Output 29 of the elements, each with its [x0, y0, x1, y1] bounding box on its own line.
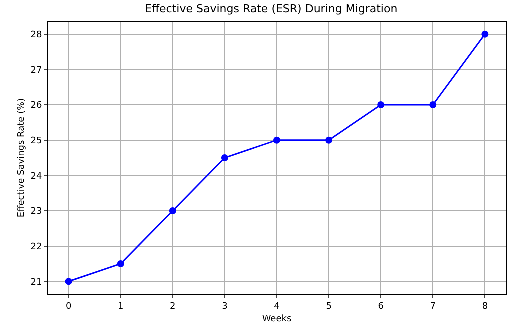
point: [169, 207, 176, 214]
y-tick-label: 24: [30, 172, 42, 182]
point: [326, 136, 333, 144]
x-tick-label: 5: [326, 302, 332, 312]
x-tick-label: 1: [118, 302, 124, 312]
x-tick-label: 3: [222, 302, 228, 312]
y-tick-label: 27: [30, 66, 42, 76]
x-tick-label: 0: [66, 302, 72, 312]
point: [117, 260, 124, 268]
point: [430, 102, 437, 109]
y-tick-label: 25: [30, 136, 42, 146]
x-tick-label: 8: [482, 302, 488, 312]
y-tick-label: 23: [30, 207, 42, 218]
y-tick-label: 22: [30, 242, 42, 252]
x-tick-label: 4: [274, 302, 280, 312]
point: [482, 30, 489, 38]
point: [221, 154, 228, 162]
x-tick-label: 6: [378, 302, 384, 312]
y-axis-title: Effective Savings Rate (%): [17, 98, 28, 218]
point: [65, 278, 72, 286]
chart-title: Effective Savings Rate (ESR) During Migration: [145, 2, 398, 16]
x-axis-title: Weeks: [262, 314, 292, 325]
y-tick-label: 26: [30, 101, 42, 112]
y-tick-label: 21: [30, 278, 42, 288]
y-tick-label: 28: [30, 30, 42, 41]
point: [378, 102, 385, 109]
x-tick-label: 7: [430, 302, 436, 312]
point: [274, 136, 280, 144]
x-tick-label: 2: [170, 302, 176, 312]
